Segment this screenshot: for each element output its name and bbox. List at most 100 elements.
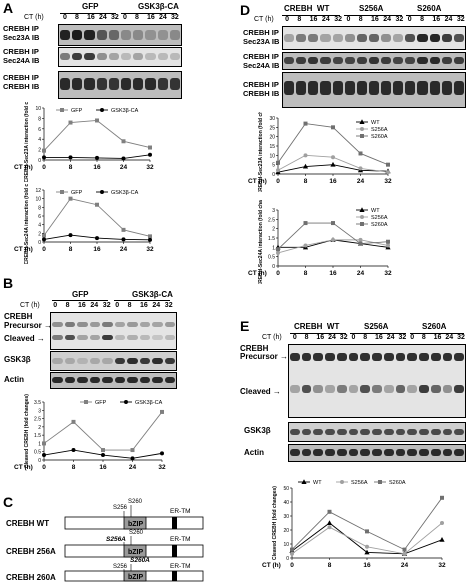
data-point — [386, 243, 390, 248]
blot-band — [417, 34, 428, 42]
blot-band — [96, 30, 107, 40]
blot-band — [145, 53, 156, 60]
x-tick-label: 8 — [69, 164, 73, 171]
ct-value: 32 — [456, 16, 465, 23]
svg-text:CREBH 256A: CREBH 256A — [6, 547, 56, 556]
blot-band — [169, 30, 180, 40]
x-tick-label: 32 — [438, 562, 446, 569]
panel-e-blot-actin — [288, 444, 466, 462]
data-point — [331, 125, 335, 130]
data-point — [359, 119, 365, 124]
panel-d-group-s256a: S256A — [359, 4, 384, 13]
blot-band — [52, 322, 63, 327]
ct-value: 16 — [140, 302, 148, 309]
blot-band — [441, 81, 452, 95]
panel-c-letter: C — [3, 494, 14, 510]
ct-value: 8 — [135, 14, 139, 21]
y-tick-label: 5 — [272, 163, 275, 169]
blot-band — [77, 377, 88, 383]
blot-band — [308, 57, 319, 64]
y-tick-label: 4 — [38, 137, 41, 143]
ct-value: 8 — [363, 334, 368, 341]
y-tick-label: 10 — [35, 106, 41, 112]
data-point — [148, 237, 152, 242]
blot-band — [308, 34, 319, 42]
blot-band — [102, 335, 113, 340]
data-point — [330, 161, 336, 167]
y-tick-label: 0 — [286, 556, 289, 562]
panel-e-label-cleaved: Cleaved → — [240, 387, 281, 396]
y-tick-label: 20 — [269, 135, 275, 141]
y-tick-label: 40 — [283, 500, 289, 506]
ct-value: 32 — [398, 334, 407, 341]
blot-band — [102, 322, 113, 327]
blot-band — [430, 385, 441, 393]
ct-value: 0 — [63, 14, 67, 21]
blot-band — [381, 57, 392, 64]
construct-260a: CREBH 260A bZIP S256 S260A ER-TM — [6, 557, 204, 582]
blot-band — [407, 429, 418, 435]
ct-value: 8 — [421, 334, 426, 341]
blot-band — [393, 81, 404, 95]
series-line-gfp — [43, 120, 151, 151]
blot-band — [325, 385, 335, 393]
blot-band — [356, 81, 367, 95]
blot-band — [336, 353, 347, 361]
svg-text:bZIP: bZIP — [128, 521, 143, 528]
ct-value: 0 — [53, 302, 58, 309]
panel-d-blot-sec24a — [282, 52, 466, 70]
blot-band — [344, 57, 355, 64]
y-tick-label: 3 — [272, 208, 275, 214]
data-point — [130, 448, 135, 453]
data-point — [386, 162, 390, 167]
x-tick-label: 16 — [329, 270, 337, 277]
panel-e-group-s256a: S256A — [364, 322, 389, 331]
blot-band — [395, 385, 406, 393]
blot-band — [395, 449, 406, 456]
panel-d-letter: D — [240, 2, 251, 18]
blot-band — [157, 30, 168, 40]
x-tick-label: 32 — [384, 178, 392, 185]
blot-band — [393, 57, 404, 64]
blot-band — [145, 30, 156, 40]
ct-value: 24 — [321, 16, 330, 23]
blot-band — [383, 353, 394, 361]
blot-band — [102, 377, 113, 383]
blot-band — [320, 34, 331, 42]
y-tick-label: 1 — [272, 245, 275, 251]
blot-band — [89, 377, 100, 383]
x-tick-label: 16 — [93, 164, 101, 171]
data-point — [302, 163, 309, 169]
blot-band — [313, 429, 324, 435]
data-point — [440, 495, 444, 500]
panel-b-label-gsk3b: GSK3β — [4, 355, 31, 364]
panel-b-label-precursor: Precursor → — [4, 321, 53, 330]
panel-a-blot-label-2: CREBH IP Sec24A IB — [3, 47, 40, 65]
y-tick-label: 0.5 — [268, 255, 275, 261]
data-point — [60, 108, 64, 112]
svg-text:CREBH WT: CREBH WT — [6, 519, 49, 528]
data-point — [100, 190, 104, 194]
blot-band — [348, 449, 359, 456]
construct-256a: CREBH 256A bZIP S256A S260 ER-TM — [6, 530, 204, 558]
blot-band — [419, 449, 429, 456]
blot-band — [84, 30, 95, 40]
blot-band — [121, 30, 132, 40]
blot-band — [290, 429, 300, 435]
panel-e-group-wt: CREBH WT — [294, 322, 340, 331]
blot-band — [157, 53, 168, 60]
blot-band — [419, 353, 429, 361]
data-point — [386, 239, 390, 244]
data-point — [130, 456, 135, 461]
blot-band — [89, 335, 100, 340]
ct-value: 0 — [285, 16, 290, 23]
data-point — [364, 549, 370, 555]
panel-d-blot-crebh — [282, 72, 466, 108]
ct-value: 24 — [99, 14, 107, 21]
blot-band — [152, 358, 163, 364]
blot-band — [332, 34, 343, 42]
data-point — [71, 419, 76, 424]
data-point — [439, 537, 445, 542]
x-tick-label: 8 — [69, 246, 73, 253]
blot-band — [419, 385, 429, 393]
